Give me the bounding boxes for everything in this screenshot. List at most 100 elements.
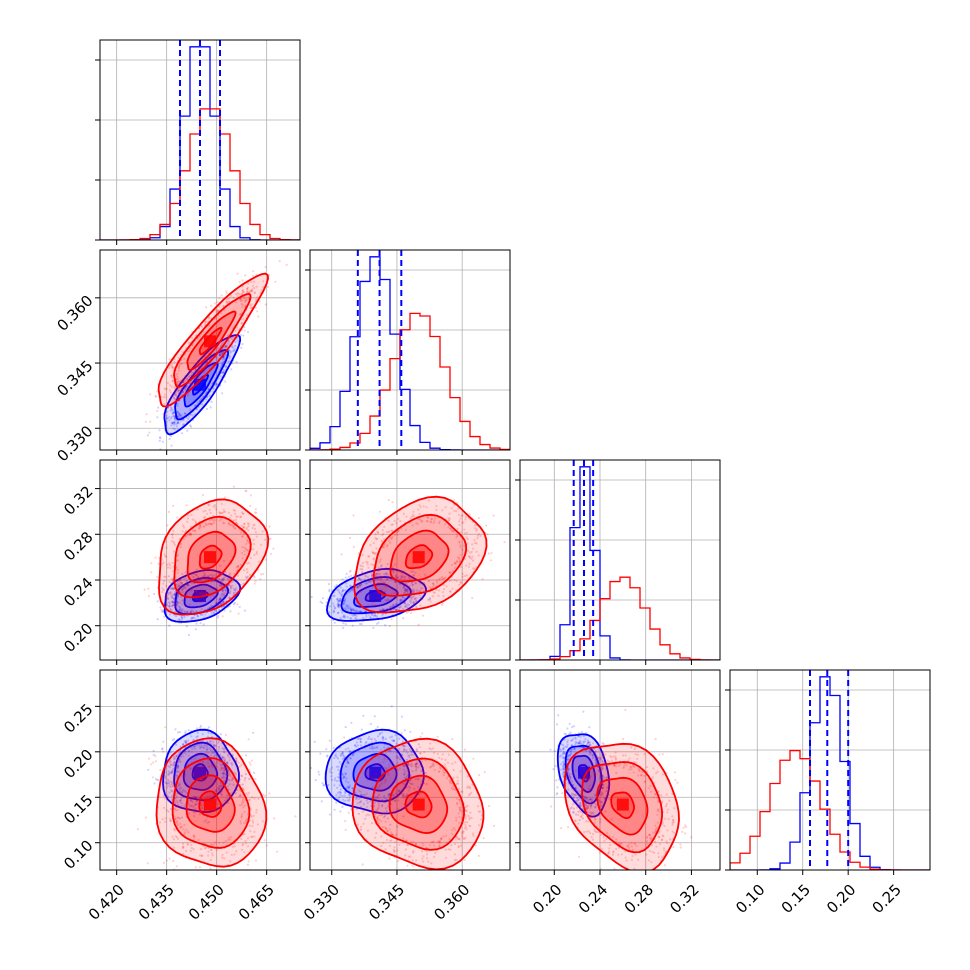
scatter-point [410,612,413,615]
scatter-point [191,381,194,384]
scatter-point [186,534,189,537]
scatter-point [574,740,577,744]
scatter-point [223,609,226,612]
scatter-point [239,515,243,518]
scatter-point [555,723,559,726]
scatter-point [398,737,401,740]
contour-red [389,529,450,583]
scatter-point [435,504,438,508]
scatter-point [174,417,177,420]
scatter-point [477,824,480,827]
scatter-point [343,600,346,603]
scatter-point [174,398,177,401]
scatter-point [172,838,175,841]
scatter-point [222,769,225,772]
scatter-point [203,578,206,581]
scatter-point [461,514,464,517]
scatter-point [444,848,447,851]
scatter-point [221,350,224,353]
scatter-point [381,804,384,807]
scatter-point [556,792,559,795]
scatter-point [490,552,493,555]
scatter-point [242,525,245,529]
scatter-point [314,779,317,782]
scatter-point [372,786,375,789]
scatter-point [359,567,362,571]
scatter-point [204,321,207,324]
scatter-point [464,518,467,521]
scatter-point [335,801,338,804]
scatter-point [171,409,174,412]
scatter-point [430,748,433,751]
scatter-point [226,761,229,765]
scatter-point [601,760,605,764]
scatter-point [564,733,568,736]
scatter-point [460,565,463,569]
scatter-point [248,824,251,827]
scatter-point [464,823,467,826]
scatter-point [224,589,227,592]
scatter-point [410,840,413,844]
scatter-point [468,793,471,796]
scatter-point [191,336,194,339]
scatter-point [382,590,385,593]
scatter-point [165,603,168,607]
scatter-point [444,766,447,769]
scatter-point [223,591,226,595]
scatter-point [428,586,431,589]
scatter-point [248,761,251,764]
scatter-point [173,828,176,831]
scatter-point [227,773,230,776]
scatter-point [200,366,203,369]
scatter-point [384,586,387,589]
scatter-point [405,515,408,518]
scatter-point [385,572,388,575]
scatter-point [588,749,591,752]
scatter-point [176,603,179,606]
scatter-point [384,590,387,593]
scatter-point [561,761,564,764]
scatter-point [242,797,245,800]
scatter-point [415,859,418,862]
scatter-point [356,586,359,589]
scatter-point [333,610,336,613]
scatter-point [183,578,186,581]
scatter-point [372,747,375,750]
scatter-point [243,300,246,303]
scatter-point [238,605,241,609]
scatter-point [347,781,350,784]
scatter-point [385,767,388,771]
scatter-point [181,350,184,353]
scatter-point [599,756,602,759]
scatter-point [345,582,348,585]
x-tick-label: 0.330 [300,881,343,924]
scatter-point [395,792,398,795]
scatter-point [253,553,256,557]
scatter-point [230,762,233,765]
scatter-point [483,771,486,774]
scatter-point [377,597,380,600]
scatter-point [217,745,221,749]
scatter-point [209,511,212,514]
scatter-point [190,382,193,385]
scatter-point [231,753,234,756]
scatter-point [388,539,391,542]
scatter-point [250,306,253,310]
scatter-point [357,576,360,580]
y-tick-label: 0.24 [60,574,96,610]
scatter-point [430,518,433,521]
scatter-point [562,763,566,766]
scatter-point [460,582,463,585]
scatter-point [374,809,377,812]
scatter-point [441,509,444,512]
scatter-point [166,595,169,598]
scatter-point [393,739,396,742]
scatter-point [204,398,207,401]
scatter-point [247,837,250,840]
scatter-point [343,775,346,778]
scatter-point [171,782,174,785]
scatter-point [366,813,369,816]
scatter-point [341,773,344,776]
scatter-point [178,784,181,788]
scatter-point [185,740,188,743]
